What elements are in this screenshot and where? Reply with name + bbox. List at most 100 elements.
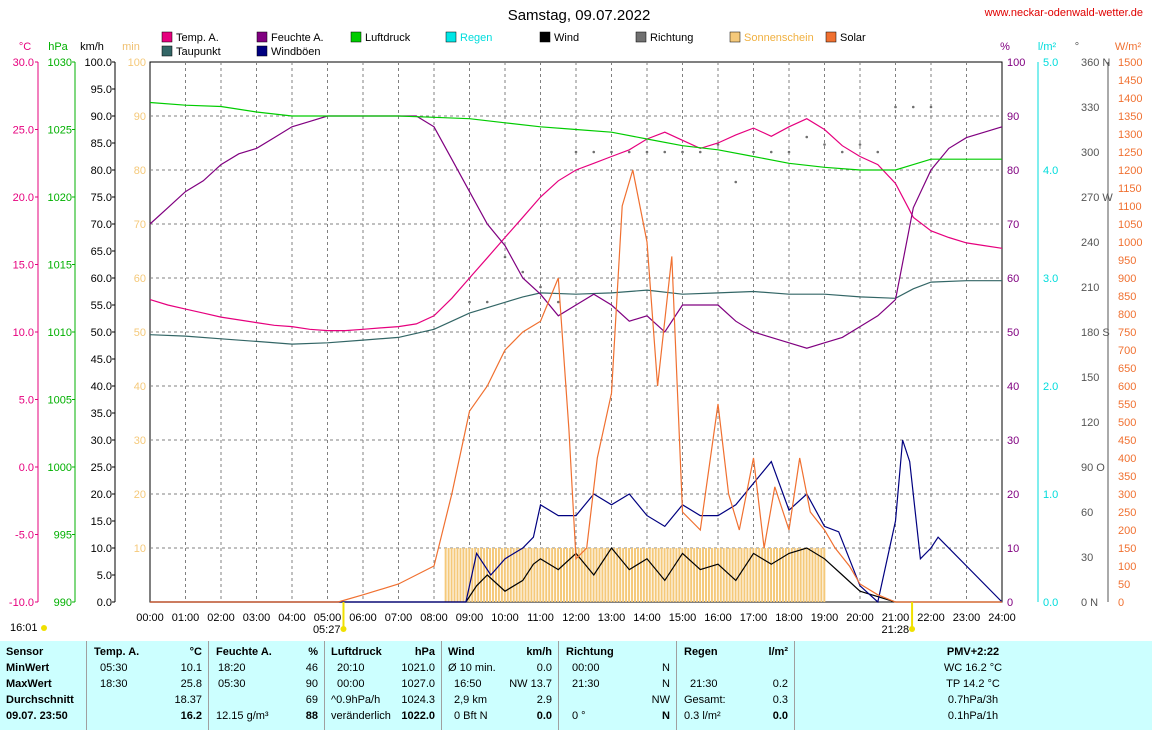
tick-label: 1200 [1118,165,1142,177]
sunshine-bar [447,548,450,602]
press-max: 00:00 1027.0 [331,676,435,692]
tick-label: 120 [1081,417,1099,429]
x-tick-label: 16:00 [704,612,732,624]
row-min-label: MinWert [6,662,50,674]
sunshine-bar [512,548,515,602]
tick-label: 1.0 [1043,489,1058,501]
row-max-label: MaxWert [6,678,52,690]
chart-title: Samstag, 09.07.2022 [508,7,651,24]
tick-label: 990 [54,597,72,609]
x-tick-label: 00:00 [136,612,164,624]
rain-max-time: 21:30 [690,678,718,690]
axis-unit: °C [19,41,31,53]
tick-label: 100 [1118,561,1136,573]
sunshine-bar [642,548,645,602]
dir-now-value: N [662,710,670,722]
tick-label: 1025 [48,125,72,137]
x-tick-label: 15:00 [669,612,697,624]
sunrise-label: 05:27 [313,624,341,636]
press-trend: ^0.9hPa/h [331,694,381,706]
sunshine-bar [622,548,625,602]
sunshine-bar [731,548,734,602]
tick-label-min: 40 [134,381,146,393]
sunshine-bar [548,548,551,602]
tick-label: 40 [1007,381,1019,393]
direction-point [876,150,880,154]
sunshine-bar [740,548,743,602]
header-wind-label: Wind [448,646,475,658]
tick-label: 150 [1118,543,1136,555]
temp-min-time: 05:30 [100,662,128,674]
tick-label: 60.0 [91,273,112,285]
tick-label: -10.0 [9,597,34,609]
site-url[interactable]: www.neckar-odenwald-wetter.de [984,7,1143,19]
temp-min: 05:30 10.1 [94,660,202,676]
rain-max: 21:30 0.2 [684,676,788,692]
sunset-icon [909,626,916,632]
x-tick-label: 12:00 [562,612,590,624]
sunrise-icon [340,626,347,632]
sunshine-bar [571,548,574,602]
press-min: 20:10 1021.0 [331,660,435,676]
tick-label: 0 [1007,597,1013,609]
direction-point [840,150,844,154]
sunshine-bar [515,548,518,602]
x-tick-label: 17:00 [740,612,768,624]
sunshine-bar [781,548,784,602]
sunshine-bar [521,548,524,602]
sunshine-bar [699,548,702,602]
tick-label: 1000 [48,462,72,474]
press-avg-value: 1024.3 [401,694,435,706]
stats-col-wind: Wind km/h Ø 10 min. 0.0 16:50 NW 13.7 2,9 k… [448,644,552,724]
tick-label: 850 [1118,291,1136,303]
stats-col-press: Luftdruck hPa 20:10 1021.0 00:00 1027.0 ^0.… [331,644,435,724]
dir-now: 0 ° N [566,708,670,724]
hum-abs-value: 12.15 g/m³ [216,710,269,722]
tick-label: 50 [1118,579,1130,591]
sunshine-bar [716,548,719,602]
sunshine-bar [491,548,494,602]
header-rain-unit: l/m² [768,646,788,658]
sunshine-bar [598,548,601,602]
direction-point [805,135,809,139]
sunshine-bar [752,548,755,602]
tick-label: 35.0 [91,408,112,420]
direction-point [468,300,471,304]
sunshine-bar [631,548,634,602]
tick-label-min: 20 [134,489,146,501]
sunshine-bar [778,548,781,602]
direction-point [485,300,489,304]
tick-label: 0 N [1081,597,1098,609]
legend-label: Luftdruck [365,32,411,44]
sunshine-bar [595,548,598,602]
tick-label: 30 [1081,552,1093,564]
grid [149,61,1003,603]
sunshine-bar [645,548,648,602]
x-tick-label: 18:00 [775,612,803,624]
legend-label: Taupunkt [176,46,221,58]
sunshine-bar [719,548,722,602]
tick-label: 30.0 [91,435,112,447]
sunshine-bar [690,548,693,602]
sunshine-bar [770,548,773,602]
sunshine-bar [722,548,725,602]
sunshine-bar [536,548,539,602]
tick-label: 1250 [1118,147,1142,159]
sunshine-bar [628,548,631,602]
legend-label: Feuchte A. [271,32,324,44]
sunshine-bar [764,548,767,602]
sun-icon [41,625,47,631]
tick-label: 0.0 [1043,597,1058,609]
sunshine-bar [459,548,462,602]
sunshine-bar [737,548,740,602]
legend-swatch [635,31,647,43]
sunshine-bar [696,548,699,602]
tick-label: 350 [1118,471,1136,483]
tick-label: 45.0 [91,354,112,366]
legend-label: Regen [460,32,492,44]
header-hum: Feuchte A.% [216,644,318,660]
direction-point [716,143,720,146]
axis-unit: ° [1075,41,1079,53]
tick-label: 70.0 [91,219,112,231]
header-temp-label: Temp. A. [94,646,140,658]
